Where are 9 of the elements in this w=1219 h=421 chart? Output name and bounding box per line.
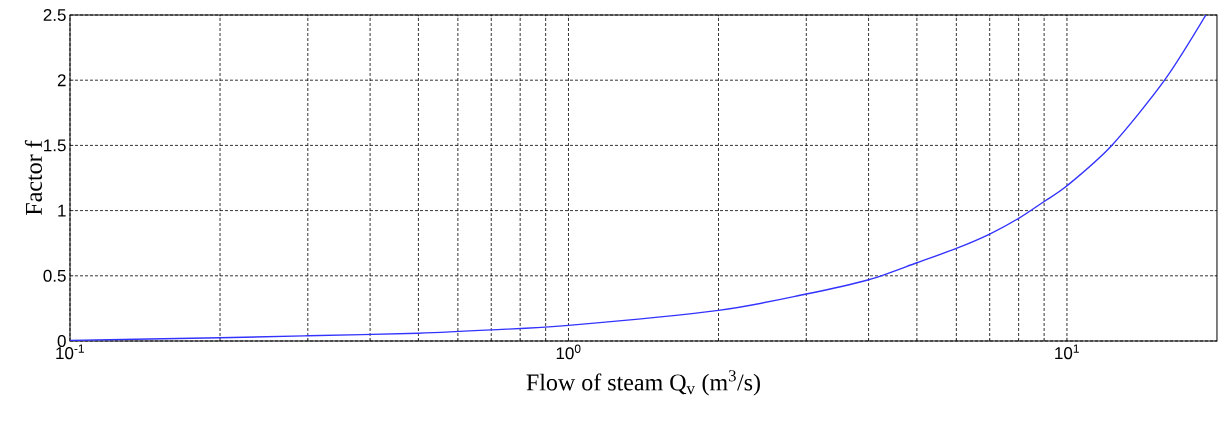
y-tick-label: 1.5 bbox=[44, 139, 66, 152]
y-tick-label: 0.5 bbox=[43, 269, 66, 282]
y-tick-label: 2 bbox=[57, 74, 66, 87]
x-tick-label: 10$^{1}$ bbox=[1055, 344, 1079, 360]
y-axis-title: Factor f bbox=[24, 140, 42, 215]
x-tick-label: 10$^{0}$ bbox=[556, 344, 581, 360]
x-axis-title: Flow of steam Q$_{v}$ (m$^{3}$/s) bbox=[526, 370, 760, 396]
y-tick-label: 1 bbox=[58, 204, 66, 217]
y-tick-label: 2.5 bbox=[43, 8, 66, 22]
